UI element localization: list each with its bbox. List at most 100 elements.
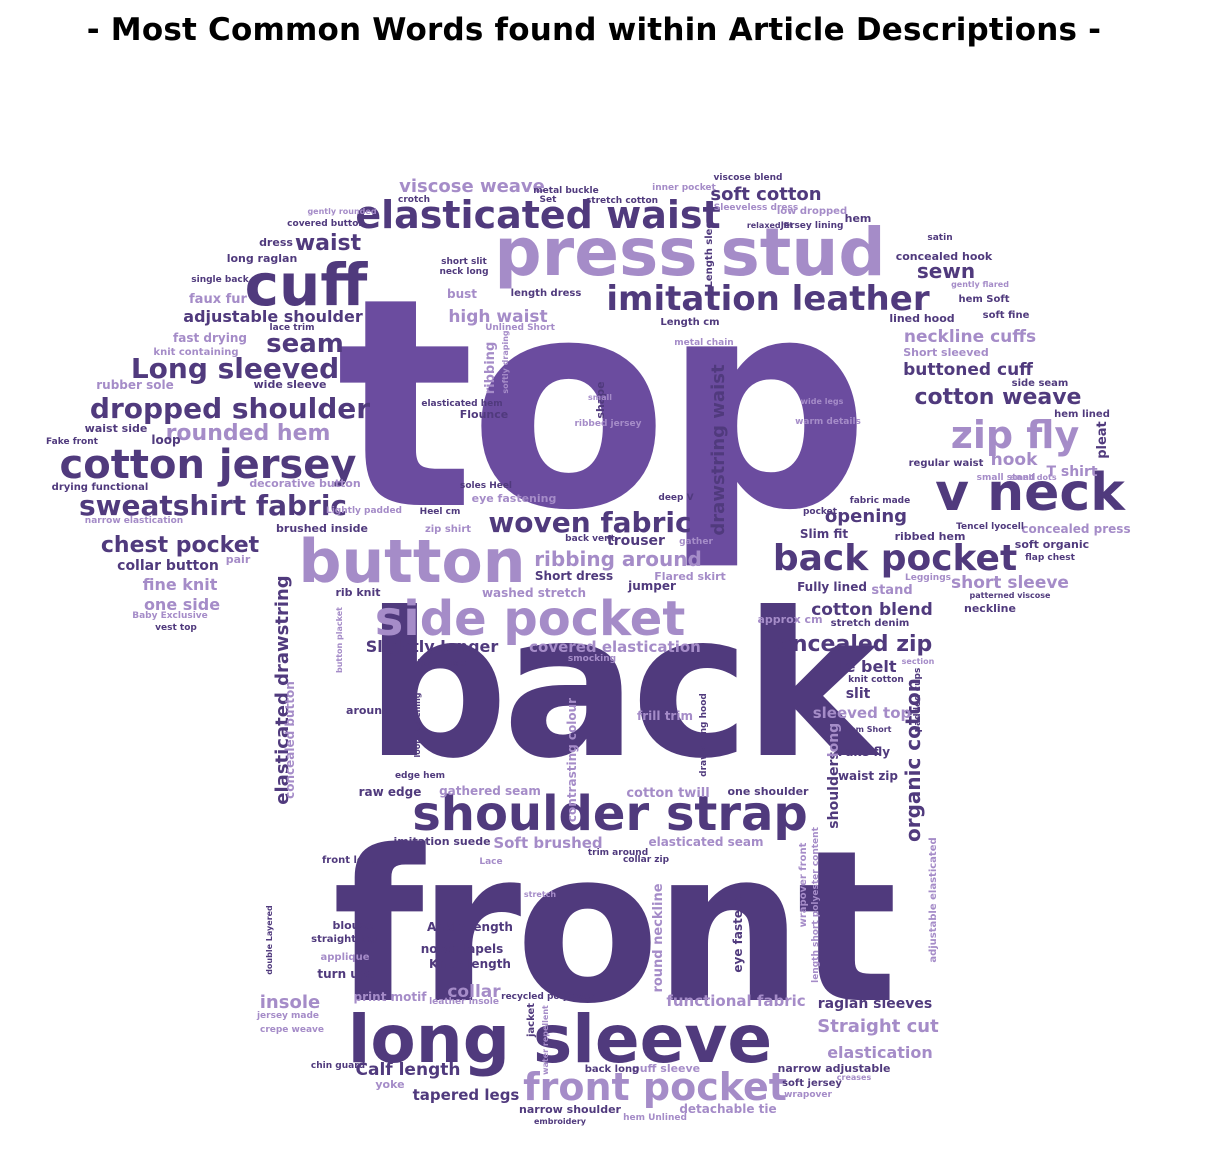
word-collar: collar: [447, 982, 501, 1002]
word-stand: stand: [871, 583, 912, 598]
word-straight-cut: Straight cut: [817, 1016, 939, 1037]
word-one-side: one side: [144, 595, 220, 614]
word-tie-belt: tie belt: [832, 657, 897, 676]
word-adjustable-elasticated: adjustable elasticated: [928, 837, 939, 962]
word-adjustable-shoulder: adjustable shoulder: [183, 307, 363, 326]
word-dress: dress: [259, 236, 293, 249]
word-slim-fit: Slim fit: [800, 527, 848, 541]
word-hem-short: hem Short: [845, 725, 892, 734]
word-woven-fabric: woven fabric: [488, 506, 691, 539]
word-short-sleeve: short sleeve: [951, 573, 1069, 593]
word-soft-cotton: soft cotton: [710, 184, 821, 205]
word-approx-cm: approx cm: [757, 613, 822, 626]
word-elasticated-waist: elasticated waist: [355, 193, 720, 237]
word-neckline: neckline: [964, 602, 1016, 615]
word-zip-fly: zip fly: [951, 413, 1080, 457]
word-single-back: single back: [191, 275, 249, 285]
word-waist-zip: waist zip: [838, 769, 898, 783]
word-leggings: Leggings: [905, 573, 951, 583]
word-vest-top: vest top: [155, 623, 197, 633]
word-concealed-hook: concealed hook: [896, 250, 993, 263]
word-cotton-blend: cotton blend: [811, 600, 933, 620]
word-hem-lined: hem lined: [1054, 409, 1110, 420]
word-fake-front: Fake front: [46, 437, 99, 447]
word-inner-pocket: inner pocket: [652, 183, 716, 193]
word-hook: hook: [991, 450, 1038, 470]
word-drying-functional: drying functional: [52, 482, 149, 493]
word-soft-brushed: Soft brushed: [493, 834, 602, 852]
word-front: front: [332, 805, 893, 1050]
word-pair: pair: [226, 553, 251, 566]
word-deep-v: deep V: [658, 493, 693, 503]
word-print-motif: print motif: [354, 990, 428, 1004]
word-lace-trim: lace trim: [270, 323, 315, 333]
word-faux-fur: faux fur: [189, 292, 248, 307]
word-calf-length: Calf length: [356, 1060, 461, 1080]
word-small: small: [588, 393, 612, 402]
word-recycled-polyester: recycled polyester: [501, 992, 595, 1002]
word-buttoned-cuff: buttoned cuff: [903, 360, 1033, 380]
word-gather: gather: [679, 537, 713, 547]
word-opening: opening: [825, 506, 907, 527]
word-cotton-weave: cotton weave: [915, 385, 1082, 410]
word-concealed-press: concealed press: [1021, 522, 1130, 536]
word-notch-lapels: notch lapels: [421, 942, 504, 956]
word-gently-rounded: gently rounded: [307, 207, 376, 216]
word-warm-details: warm details: [795, 417, 861, 427]
word-cotton-jersey: cotton jersey: [60, 442, 357, 488]
word-covered-elastication: covered elastication: [529, 638, 701, 656]
word-button-placket: button placket: [335, 607, 344, 673]
word-baby-exclusive: Baby Exclusive: [132, 611, 208, 621]
word-set: Set: [540, 195, 558, 205]
word-shoulder-strap: shoulder strap: [412, 786, 808, 842]
word-fully-lined: Fully lined: [797, 580, 867, 594]
word-loop-fastening: loop fastening: [413, 692, 422, 757]
word-wrapover-front: wrapover front: [798, 842, 809, 927]
word-seam: seam: [266, 329, 344, 359]
word-length-cm: Length cm: [660, 317, 719, 328]
word-drawstring-waist: drawstring waist: [708, 364, 729, 536]
word-tapered-legs: tapered legs: [413, 1086, 520, 1104]
word-press-stud: press stud: [494, 214, 885, 291]
word-puff-sleeve: puff sleeve: [632, 1062, 700, 1075]
word-ribbing: ribbing: [483, 342, 498, 395]
word-lined-hood: lined hood: [889, 312, 954, 325]
word-loop: loop: [151, 433, 181, 447]
word-double-layered: double Layered: [265, 905, 274, 975]
word-button: button: [299, 527, 526, 597]
word-cuff: cuff: [245, 251, 369, 319]
word-section: section: [902, 657, 935, 666]
word-neckline-cuffs: neckline cuffs: [904, 327, 1036, 347]
word-collar-zip: collar zip: [623, 855, 670, 865]
word-sleeved-top: sleeved top: [813, 704, 912, 722]
word-functional-fabric: functional fabric: [666, 992, 805, 1010]
word-back-vent: back vent: [565, 534, 615, 544]
word-neck-long: neck long: [439, 267, 488, 277]
word-ribbing-around: ribbing around: [534, 547, 702, 571]
word-imitation-leather: imitation leather: [606, 279, 929, 319]
word-hem-unlined: hem Unlined: [623, 1113, 687, 1123]
word-jersey-made: jersey made: [256, 1011, 319, 1021]
word-round-neckline: round neckline: [651, 883, 666, 992]
word-insole: insole: [260, 992, 320, 1013]
word-short-slit: short slit: [441, 257, 487, 267]
word-waist: waist: [295, 231, 362, 256]
word-jersey-lining: Jersey lining: [780, 221, 844, 231]
word-crotch: crotch: [398, 195, 430, 205]
word-heel-cm: Heel cm: [420, 507, 461, 517]
word-jacket: jacket: [526, 1003, 537, 1038]
word-raglan-sleeves: raglan sleeves: [818, 996, 933, 1012]
word-brushed-inside: brushed inside: [276, 522, 368, 535]
word-eye-fastening: eye fastening: [472, 492, 557, 505]
word-zip-shirt: zip shirt: [425, 524, 471, 535]
word-water-repellent: water repellent: [541, 1005, 550, 1075]
word-length-sleeves: Length sleeves: [704, 202, 715, 287]
word-metal-buckle: metal buckle: [533, 186, 598, 196]
word-waist-side: waist side: [85, 422, 148, 435]
word-gently-flared: gently flared: [951, 280, 1009, 289]
word-elasticated-seam: elasticated seam: [648, 835, 763, 849]
word-eye-fastener: eye fastener: [731, 887, 745, 972]
word-back-long: back long: [585, 1064, 640, 1075]
word-concealed-button: concealed button: [283, 681, 297, 799]
word-detachable-tie: detachable tie: [679, 1102, 776, 1116]
